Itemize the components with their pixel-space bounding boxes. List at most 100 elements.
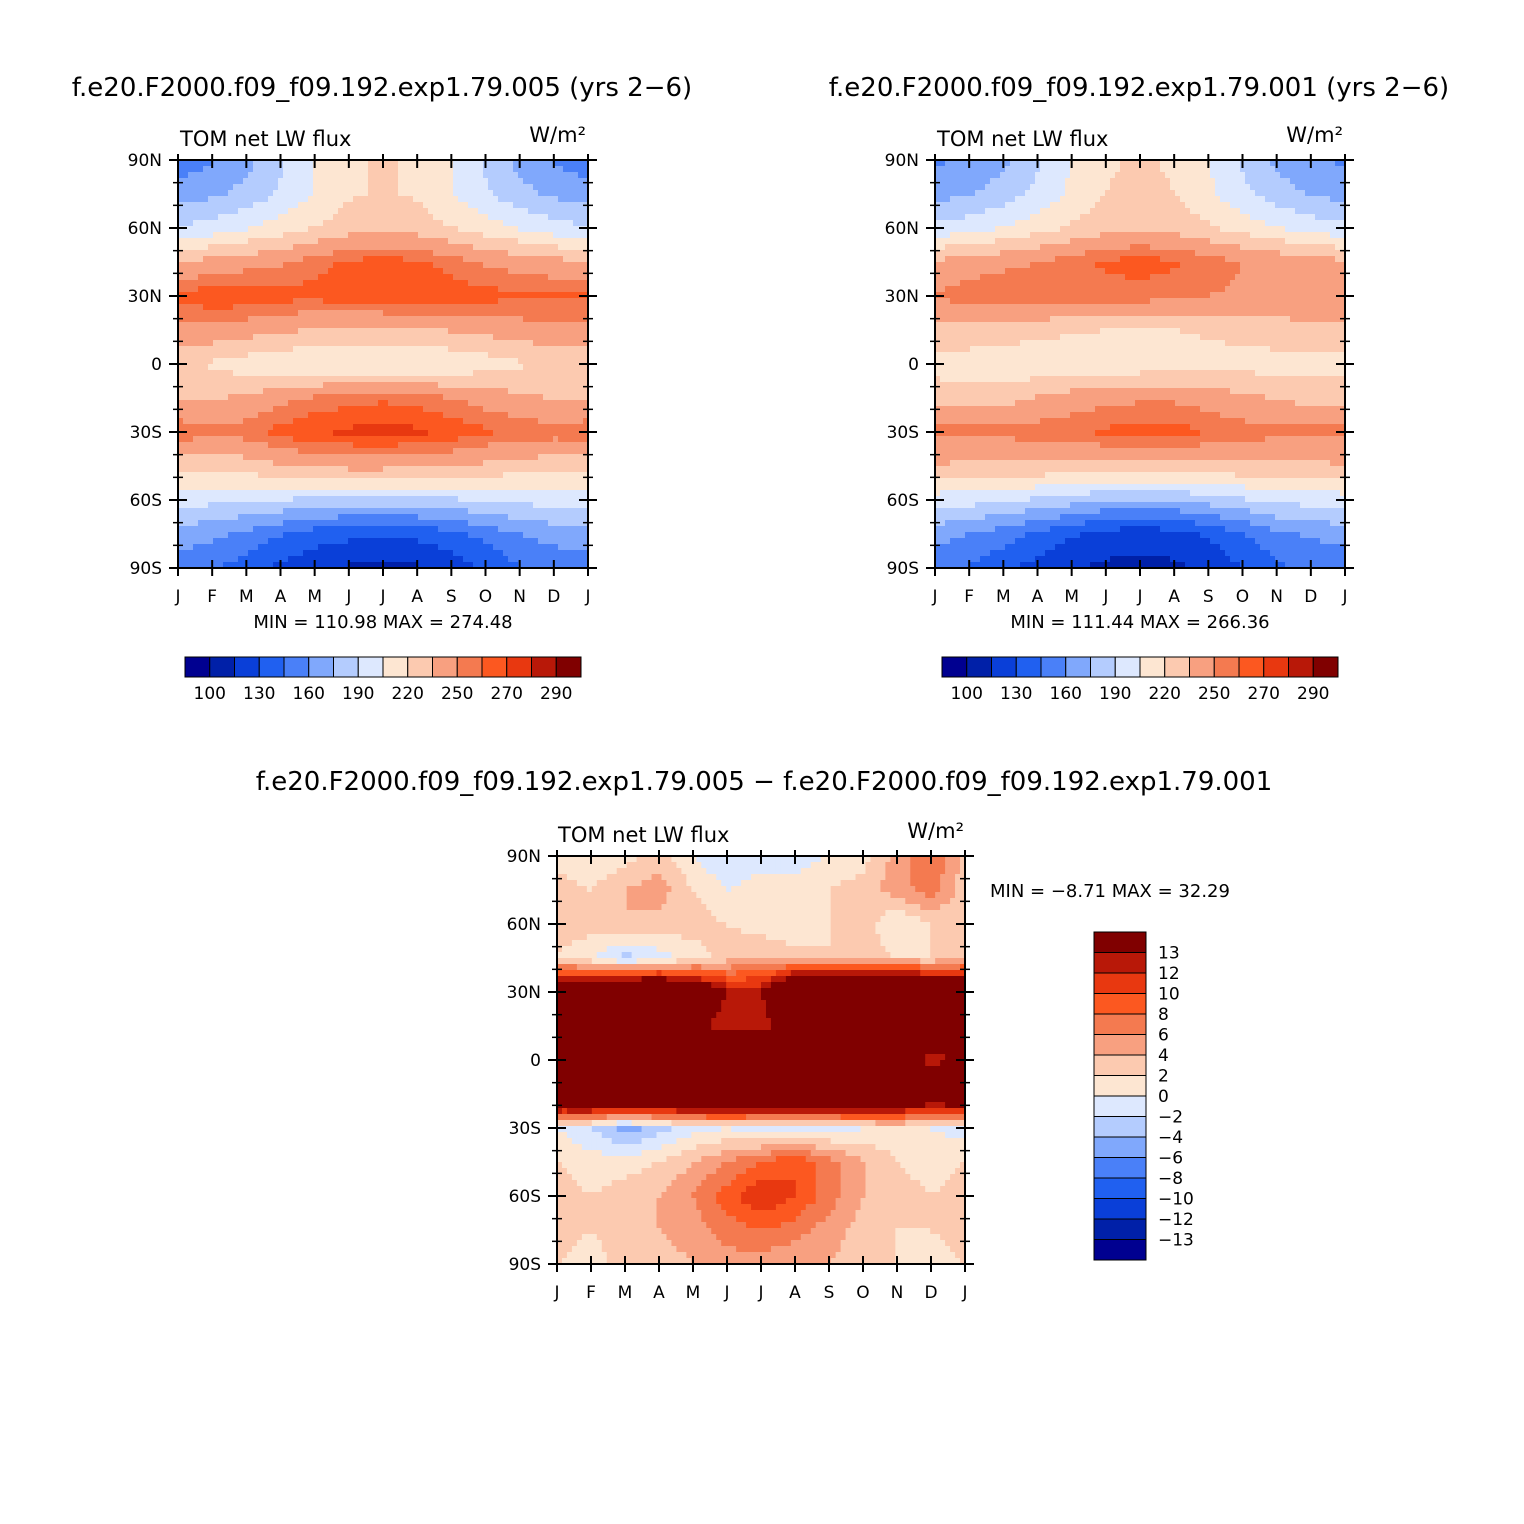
contour-cell (323, 334, 329, 341)
contour-cell (518, 256, 524, 263)
contour-cell (403, 346, 409, 353)
contour-cell (523, 340, 529, 347)
contour-cell (343, 394, 349, 401)
contour-cell (383, 184, 389, 191)
contour-cell (493, 280, 499, 287)
contour-cell (448, 304, 454, 311)
contour-cell (528, 382, 534, 389)
contour-cell (468, 226, 474, 233)
contour-cell (398, 448, 404, 455)
contour-cell (213, 424, 219, 431)
contour-cell (433, 346, 439, 353)
contour-cell (538, 424, 544, 431)
contour-cell (273, 280, 279, 287)
contour-cell (303, 178, 309, 185)
contour-cell (198, 220, 204, 227)
contour-cell (508, 448, 514, 455)
contour-cell (283, 508, 289, 515)
contour-cell (393, 418, 399, 425)
contour-cell (473, 376, 479, 383)
contour-cell (223, 178, 229, 185)
contour-cell (423, 334, 429, 341)
contour-cell (203, 268, 209, 275)
contour-cell (528, 388, 534, 395)
contour-cell (513, 454, 519, 461)
contour-cell (358, 190, 364, 197)
contour-cell (188, 244, 194, 251)
contour-cell (413, 472, 419, 479)
contour-cell (578, 466, 584, 473)
contour-cell (228, 160, 234, 167)
contour-cell (188, 412, 194, 419)
contour-cell (263, 298, 269, 305)
contour-cell (488, 400, 494, 407)
contour-cell (583, 298, 589, 305)
contour-cell (338, 250, 344, 257)
contour-cell (463, 226, 469, 233)
contour-cell (348, 244, 354, 251)
contour-cell (493, 496, 499, 503)
contour-cell (233, 424, 239, 431)
contour-cell (408, 202, 414, 209)
contour-cell (213, 466, 219, 473)
contour-cell (353, 232, 359, 239)
contour-cell (378, 520, 384, 527)
contour-cell (333, 364, 339, 371)
contour-cell (448, 274, 454, 281)
contour-cell (213, 490, 219, 497)
contour-cell (583, 472, 589, 479)
contour-cell (443, 442, 449, 449)
contour-cell (308, 304, 314, 311)
contour-cell (453, 256, 459, 263)
contour-cell (393, 346, 399, 353)
contour-cell (273, 304, 279, 311)
contour-cell (413, 412, 419, 419)
contour-cell (553, 442, 559, 449)
contour-cell (368, 214, 374, 221)
contour-cell (453, 412, 459, 419)
contour-cell (238, 406, 244, 413)
contour-cell (273, 502, 279, 509)
contour-cell (408, 232, 414, 239)
contour-cell (258, 454, 264, 461)
contour-cell (418, 520, 424, 527)
contour-cell (568, 418, 574, 425)
contour-cell (433, 274, 439, 281)
contour-cell (548, 340, 554, 347)
contour-cell (308, 250, 314, 257)
contour-cell (468, 166, 474, 173)
contour-cell (423, 400, 429, 407)
contour-cell (528, 478, 534, 485)
contour-cell (193, 262, 199, 269)
contour-cell (538, 256, 544, 263)
contour-cell (253, 418, 259, 425)
contour-cell (253, 454, 259, 461)
contour-cell (508, 172, 514, 179)
contour-cell (388, 334, 394, 341)
contour-cell (413, 214, 419, 221)
contour-cell (218, 298, 224, 305)
contour-cell (368, 220, 374, 227)
contour-cell (388, 448, 394, 455)
contour-cell (188, 454, 194, 461)
contour-cell (458, 178, 464, 185)
contour-cell (343, 352, 349, 359)
contour-cell (493, 478, 499, 485)
contour-cell (423, 328, 429, 335)
contour-cell (313, 514, 319, 521)
contour-cell (443, 424, 449, 431)
contour-cell (193, 460, 199, 467)
contour-cell (393, 310, 399, 317)
contour-cell (463, 268, 469, 275)
contour-cell (193, 232, 199, 239)
contour-cell (488, 382, 494, 389)
contour-cell (193, 160, 199, 167)
contour-cell (283, 340, 289, 347)
contour-cell (478, 184, 484, 191)
contour-cell (428, 430, 434, 437)
contour-cell (288, 502, 294, 509)
contour-cell (198, 418, 204, 425)
contour-cell (408, 178, 414, 185)
contour-cell (568, 346, 574, 353)
contour-cell (403, 292, 409, 299)
